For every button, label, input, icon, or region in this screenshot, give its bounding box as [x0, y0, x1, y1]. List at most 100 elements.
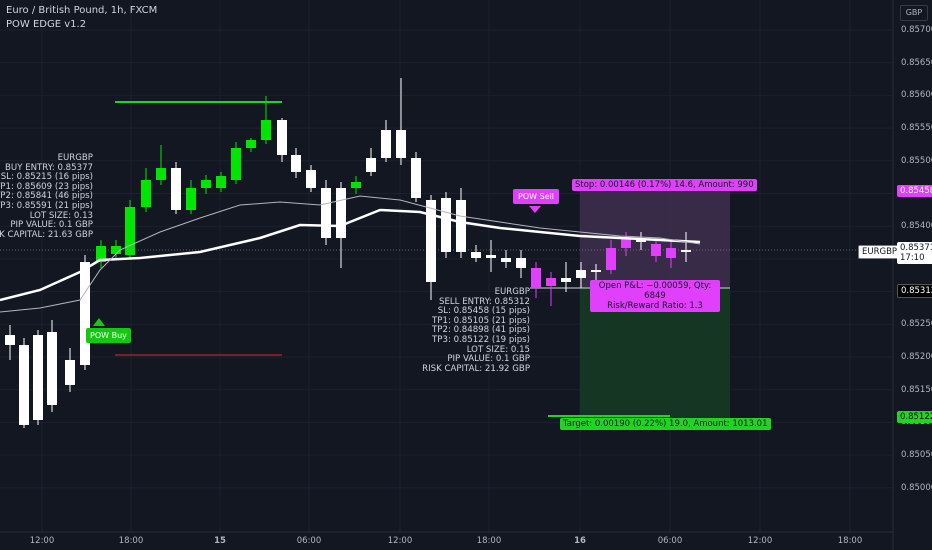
candle-body: [531, 268, 541, 288]
buy-panel-line: PIP VALUE: 0.1 GBP: [10, 220, 93, 231]
sell-panel-line: TP1: 0.85105 (21 pips): [432, 315, 530, 326]
candle-body: [606, 248, 616, 270]
moving-average-fast: [0, 195, 701, 313]
entry-price-tag: 0.85312: [897, 284, 932, 298]
time-tick-label: 18:00: [118, 536, 144, 546]
candle-body: [216, 176, 226, 188]
risk-reward-text: Risk/Reward Ratio: 1.3: [607, 301, 703, 311]
candle-body: [141, 180, 151, 207]
indicator-legend[interactable]: POW EDGE v1.2: [6, 19, 87, 30]
time-tick-label: 12:00: [29, 536, 55, 546]
candle-body: [501, 258, 511, 262]
pow-buy-signal[interactable]: POW Buy: [86, 328, 131, 343]
candle-body: [486, 255, 496, 258]
bar-countdown: 17:10: [900, 253, 925, 263]
candle-body: [19, 345, 29, 425]
candle-body: [186, 188, 196, 210]
candle-body: [261, 120, 271, 140]
candle-body: [125, 207, 135, 255]
candle-body: [366, 158, 376, 172]
open-pnl-text: Open P&L: −0.00059, Qty: 6849: [598, 281, 712, 301]
candle-body: [156, 168, 166, 180]
time-tick-label: 12:00: [747, 536, 773, 546]
time-tick-label: 15: [214, 536, 226, 546]
time-tick-label: 18:00: [837, 536, 863, 546]
sell-panel-line: PIP VALUE: 0.1 GBP: [447, 354, 530, 365]
time-tick-label: 12:00: [387, 536, 413, 546]
candle-body: [321, 188, 331, 238]
buy-panel-line: TP2: 0.85841 (46 pips): [0, 191, 93, 202]
candle-body: [591, 270, 601, 272]
sell-panel-line: SELL ENTRY: 0.85312: [439, 296, 530, 307]
buy-panel-line: RISK CAPITAL: 21.63 GBP: [0, 229, 93, 240]
symbol-tag: EURGBP: [858, 245, 902, 259]
candle-body: [681, 250, 691, 252]
candle-body: [546, 278, 556, 286]
candle-body: [80, 262, 90, 365]
candle-body: [47, 332, 57, 405]
current-price-tag: 0.85371 17:10: [897, 242, 932, 264]
pow-sell-signal[interactable]: POW Sell: [513, 189, 560, 204]
pnl-label[interactable]: Open P&L: −0.00059, Qty: 6849 Risk/Rewar…: [590, 280, 720, 312]
candle-body: [471, 252, 481, 258]
sell-signal-arrow: [529, 206, 541, 213]
candle-body: [561, 278, 571, 282]
candle-body: [231, 148, 241, 180]
candle-body: [246, 140, 256, 148]
candle-body: [666, 248, 676, 258]
candle-body: [396, 130, 406, 158]
time-tick-label: 06:00: [296, 536, 322, 546]
sell-panel-line: RISK CAPITAL: 21.92 GBP: [422, 363, 530, 374]
time-tick-label: 06:00: [657, 536, 683, 546]
candle-body: [351, 182, 361, 188]
buy-panel-line: EURGBP: [57, 153, 93, 163]
candle-body: [441, 198, 451, 252]
currency-button[interactable]: GBP: [900, 5, 928, 21]
current-price-value: 0.85371: [900, 243, 932, 253]
time-tick-label: 18:00: [476, 536, 502, 546]
sell-panel-line: EURGBP: [494, 287, 530, 297]
candle-body: [411, 158, 421, 198]
candle-body: [621, 238, 631, 248]
stop-label[interactable]: Stop: 0.00146 (0.17%) 14.6, Amount: 990: [572, 179, 757, 191]
candle-body: [201, 180, 211, 188]
moving-average-slow: [0, 208, 701, 302]
candle-body: [636, 240, 646, 242]
candle-body: [277, 120, 287, 155]
buy-panel-line: TP3: 0.85591 (21 pips): [0, 200, 93, 211]
candle-body: [5, 335, 15, 345]
buy-info-panel: EURGBP BUY ENTRY: 0.85377 SL: 0.85215 (16 …: [0, 153, 93, 240]
candle-body: [291, 155, 301, 172]
candle-body: [111, 246, 121, 254]
sell-panel-line: SL: 0.85458 (15 pips): [437, 306, 530, 317]
buy-panel-line: LOT SIZE: 0.13: [29, 210, 93, 221]
stop-price-tag: 0.85458: [897, 185, 932, 197]
buy-panel-line: BUY ENTRY: 0.85377: [5, 162, 93, 173]
candle-body: [516, 258, 526, 268]
candle-body: [96, 246, 106, 262]
candle-body: [426, 200, 436, 282]
buy-panel-line: SL: 0.85215 (16 pips): [0, 172, 93, 183]
candle-body: [33, 335, 43, 420]
candle-body: [306, 170, 316, 188]
sell-panel-line: TP2: 0.84898 (41 pips): [432, 325, 530, 336]
target-price-tag: 0.85122: [897, 411, 932, 423]
sell-info-panel: EURGBP SELL ENTRY: 0.85312 SL: 0.85458 (15…: [422, 287, 530, 374]
symbol-legend[interactable]: Euro / British Pound, 1h, FXCM: [6, 5, 158, 16]
candle-body: [456, 200, 466, 252]
sell-panel-line: LOT SIZE: 0.15: [466, 344, 530, 355]
target-label[interactable]: Target: 0.00190 (0.22%) 19.0, Amount: 10…: [560, 418, 771, 430]
candle-body: [171, 168, 181, 210]
candle-body: [381, 130, 391, 158]
